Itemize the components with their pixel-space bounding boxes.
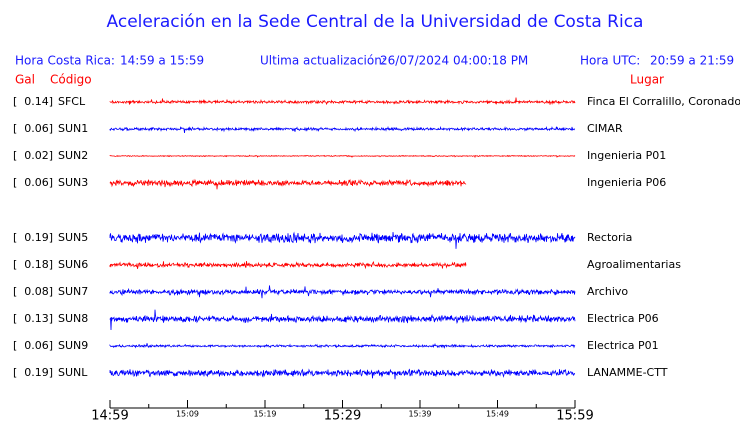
waveform [109,368,576,380]
gal-value: [ 0.06] [13,176,53,189]
gal-header: Gal [15,73,35,87]
station-place: Ingenieria P06 [587,176,666,189]
waveform [109,231,576,249]
station-place: Ingenieria P01 [587,149,666,162]
local-label: Hora Costa Rica: [15,54,115,68]
waveform [109,178,467,190]
utc-value: 20:59 a 21:59 [650,54,734,68]
gal-value: [ 0.19] [13,366,53,379]
station-code: SUN7 [58,285,88,298]
station-place: Finca El Corralillo, Coronado [587,95,740,108]
station-code: SFCL [58,95,86,108]
station-place: CIMAR [587,122,623,135]
waveform [109,97,576,106]
waveform [109,309,576,331]
time-label: 15:59 [556,409,593,423]
station-place: Agroalimentarias [587,258,681,271]
station-code: SUN5 [58,231,88,244]
waveform [109,343,576,350]
station-place: Archivo [587,285,628,298]
station-place: Electrica P06 [587,312,659,325]
station-code: SUNL [58,366,88,379]
update-label: Ultima actualización: [260,54,386,68]
station-code: SUN8 [58,312,88,325]
time-label: 15:09 [176,410,199,419]
gal-value: [ 0.02] [13,149,53,162]
waveform [109,285,576,299]
time-label: 14:59 [91,409,128,423]
gal-value: [ 0.13] [13,312,53,325]
station-code: SUN6 [58,258,88,271]
station-code: SUN2 [58,149,88,162]
utc-label: Hora UTC: [580,54,640,68]
gal-value: [ 0.19] [13,231,53,244]
gal-value: [ 0.06] [13,339,53,352]
code-header: Código [50,73,92,87]
title: Aceleración en la Sede Central de la Uni… [107,12,644,32]
waveform [109,125,576,134]
gal-value: [ 0.06] [13,122,53,135]
waveform [109,260,467,270]
update-value: 26/07/2024 04:00:18 PM [380,54,528,68]
time-label: 15:19 [253,410,276,419]
station-code: SUN1 [58,122,88,135]
station-place: Rectoria [587,231,632,244]
time-label: 15:49 [486,410,509,419]
station-code: SUN9 [58,339,88,352]
waveform [109,154,576,159]
station-place: LANAMME-CTT [587,366,668,379]
local-value: 14:59 a 15:59 [120,54,204,68]
time-label: 15:39 [408,410,431,419]
gal-value: [ 0.18] [13,258,53,271]
place-header: Lugar [630,73,664,87]
time-label: 15:29 [324,409,361,423]
gal-value: [ 0.14] [13,95,53,108]
gal-value: [ 0.08] [13,285,53,298]
station-code: SUN3 [58,176,88,189]
station-place: Electrica P01 [587,339,659,352]
